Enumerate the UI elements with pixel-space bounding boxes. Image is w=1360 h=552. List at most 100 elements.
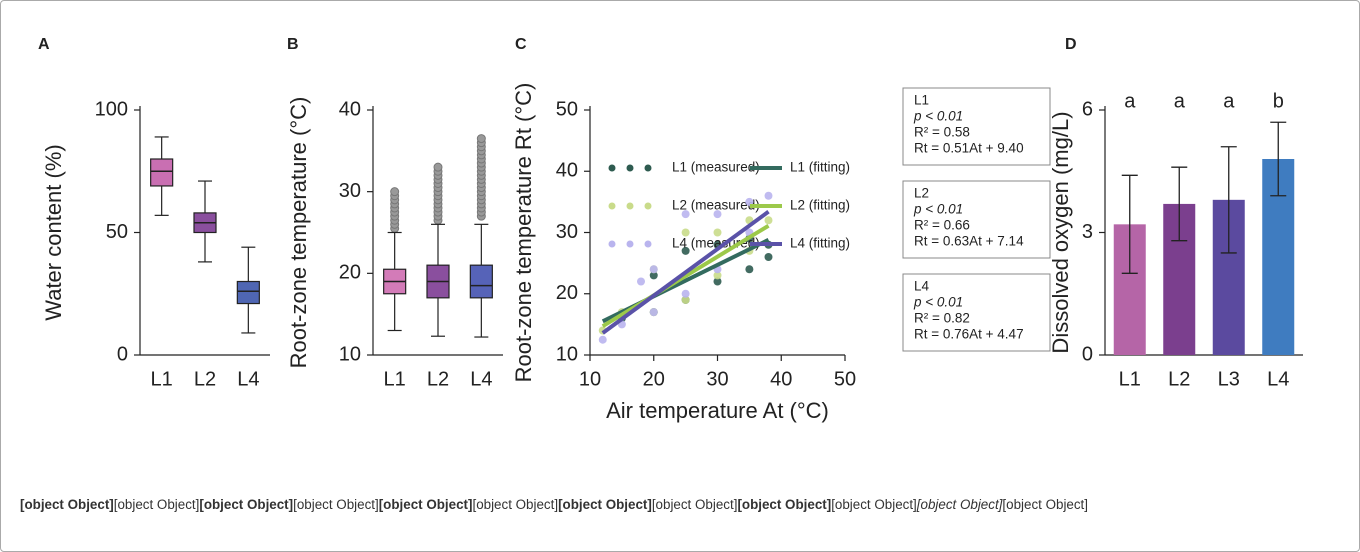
y-tick-label: 30	[556, 221, 578, 243]
significance-letter: a	[1174, 90, 1186, 112]
legend-dot	[644, 164, 652, 172]
legend-dot	[626, 164, 634, 172]
legend-dot	[626, 202, 634, 210]
point	[745, 265, 754, 274]
box	[236, 280, 260, 305]
annotation-box	[902, 273, 1051, 352]
caption-segment: [object Object]	[651, 497, 738, 512]
point	[764, 191, 773, 200]
caption-segment: [object Object]	[916, 497, 1003, 512]
y-axis-label: Dissolved oxygen (mg/L)	[1048, 111, 1073, 353]
fit-line	[601, 224, 770, 328]
y-axis-label: Water content (%)	[41, 144, 66, 320]
annotation-box	[902, 180, 1051, 259]
x-tick-label: L4	[1267, 368, 1289, 390]
legend-label: L2 (measured)	[672, 198, 760, 213]
x-tick-label: 30	[706, 368, 728, 390]
point	[681, 295, 690, 304]
y-tick-label: 0	[1082, 343, 1093, 365]
point	[713, 210, 722, 219]
y-tick-label: 50	[556, 98, 578, 120]
legend-dot	[644, 240, 652, 248]
annotation-text: R² = 0.66	[914, 218, 970, 233]
annotation-text: L1	[914, 93, 929, 108]
y-tick-label: 10	[339, 343, 361, 365]
x-tick-label: L1	[151, 368, 173, 390]
y-tick-label: 10	[556, 343, 578, 365]
panel-label: A	[38, 36, 50, 53]
legend-dot	[608, 202, 616, 210]
caption-segment: [object Object]	[831, 497, 917, 512]
point	[745, 197, 754, 206]
annotation-box	[902, 87, 1051, 166]
legend-label: L1 (fitting)	[790, 160, 850, 175]
legend-dot	[608, 240, 616, 248]
panel-label: C	[515, 36, 527, 53]
point	[713, 277, 722, 286]
legend-dot	[608, 164, 616, 172]
y-tick-label: 30	[339, 180, 361, 202]
outlier	[476, 134, 486, 144]
y-tick-label: 0	[117, 343, 128, 365]
significance-letter: a	[1124, 90, 1136, 112]
x-tick-label: L2	[1168, 368, 1190, 390]
y-tick-label: 20	[339, 262, 361, 284]
x-tick-label: L4	[470, 368, 492, 390]
point	[764, 216, 773, 225]
point	[649, 265, 658, 274]
point	[649, 271, 658, 280]
annotation-text: L2	[914, 186, 929, 201]
x-tick-label: L2	[427, 368, 449, 390]
y-tick-label: 100	[95, 98, 128, 120]
caption: [object Object][object Object][object Ob…	[20, 494, 1340, 515]
annotation-text: p < 0.01	[913, 202, 963, 217]
y-axis-label: Root-zone temperature Rt (°C)	[511, 83, 536, 383]
y-axis-label: Root-zone temperature (°C)	[286, 97, 311, 369]
x-tick-label: 40	[770, 368, 792, 390]
legend-label: L4 (measured)	[672, 236, 760, 251]
y-tick-label: 3	[1082, 221, 1093, 243]
box	[150, 158, 174, 187]
point	[681, 210, 690, 219]
point	[637, 277, 645, 286]
annotation-text: p < 0.01	[913, 295, 963, 310]
caption-segment: [object Object]	[558, 497, 652, 512]
point	[649, 308, 658, 317]
panel-label: B	[287, 36, 299, 53]
y-tick-label: 50	[106, 221, 128, 243]
annotation-text: R² = 0.82	[914, 311, 970, 326]
point	[598, 335, 607, 344]
point	[681, 246, 690, 255]
outlier	[390, 187, 400, 197]
caption-segment: [object Object]	[472, 497, 559, 512]
y-tick-label: 40	[339, 98, 361, 120]
y-tick-label: 20	[556, 282, 578, 304]
annotation-text: Rt = 0.63At + 7.14	[914, 234, 1024, 249]
legend-dot	[644, 202, 652, 210]
annotation-text: p < 0.01	[913, 109, 963, 124]
point	[713, 271, 722, 280]
legend-dot	[626, 240, 634, 248]
x-tick-label: L3	[1218, 368, 1240, 390]
x-tick-label: L4	[237, 368, 259, 390]
panel-label: D	[1065, 36, 1077, 53]
legend-label: L1 (measured)	[672, 160, 760, 175]
caption-segment: [object Object]	[737, 497, 832, 512]
annotation-text: Rt = 0.76At + 4.47	[914, 327, 1024, 342]
box	[469, 264, 493, 299]
outlier	[433, 162, 443, 172]
x-tick-label: 20	[643, 368, 665, 390]
legend-label: L2 (fitting)	[790, 198, 850, 213]
y-tick-label: 40	[556, 160, 578, 182]
annotation-text: Rt = 0.51At + 9.40	[914, 141, 1024, 156]
significance-letter: a	[1223, 90, 1235, 112]
caption-segment: [object Object]	[378, 497, 473, 512]
x-tick-label: 10	[579, 368, 601, 390]
significance-letter: b	[1273, 90, 1284, 112]
fit-line	[601, 210, 770, 335]
y-tick-label: 6	[1082, 98, 1093, 120]
point	[681, 228, 690, 237]
legend-label: L4 (fitting)	[790, 236, 850, 251]
x-axis-label: Air temperature At (°C)	[606, 398, 829, 423]
